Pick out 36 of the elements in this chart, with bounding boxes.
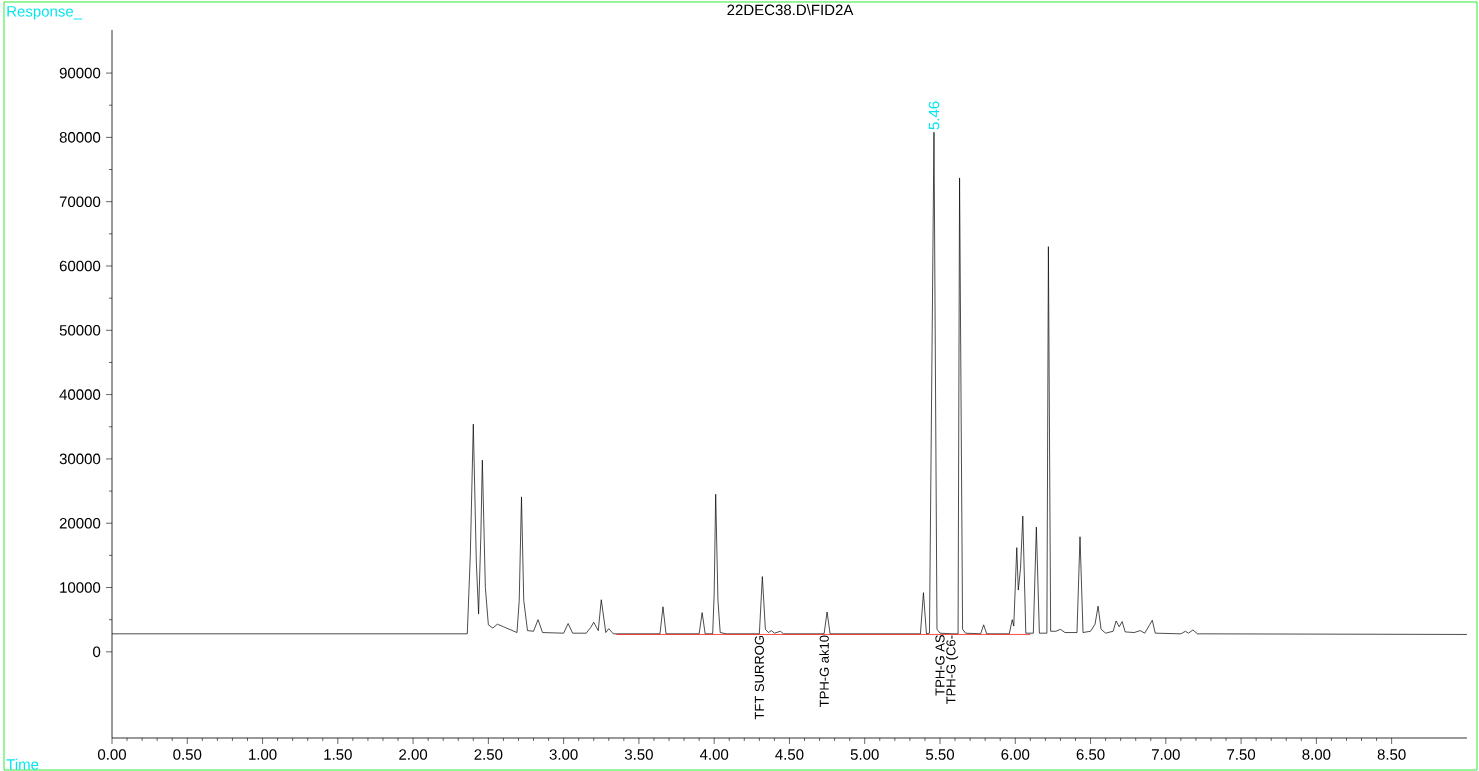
x-tick-label: 8.00 — [1302, 749, 1331, 760]
annotation: TFT SURROG — [754, 636, 764, 720]
annotation: TPH-G (C6- — [945, 635, 959, 705]
x-tick-label: 8.50 — [1377, 749, 1406, 760]
y-tick-label: 80000 — [59, 132, 101, 143]
x-tick-label: 3.50 — [624, 749, 653, 760]
x-tick-label: 2.50 — [474, 749, 503, 760]
y-tick-label: 90000 — [59, 67, 101, 79]
x-tick-label: 7.00 — [1151, 749, 1180, 760]
x-tick-label: 3.00 — [549, 749, 578, 760]
x-tick-label: 5.50 — [926, 749, 954, 760]
chart-title: 22DEC38.D\FID2A — [727, 4, 854, 16]
x-tick-label: 0.00 — [97, 749, 126, 760]
y-tick-label: 50000 — [59, 324, 101, 336]
x-tick-label: 2.00 — [399, 749, 428, 760]
y-axis-title: Response_ — [7, 6, 83, 20]
x-tick-label: 1.50 — [324, 749, 352, 760]
x-tick-label: 1.00 — [249, 749, 277, 760]
y-tick-label: 70000 — [59, 196, 101, 207]
x-tick-label: 4.50 — [775, 749, 804, 760]
y-tick-label: 30000 — [59, 453, 101, 465]
x-tick-label: 0.50 — [173, 749, 202, 760]
x-tick-label: 6.00 — [1001, 749, 1030, 760]
y-tick-label: 60000 — [59, 260, 101, 272]
y-tick-label: 10000 — [60, 582, 101, 593]
x-axis-title: Time — [6, 758, 39, 770]
y-tick-label: 0 — [93, 646, 101, 658]
x-tick-label: 4.00 — [699, 749, 729, 760]
x-tick-label: 5.00 — [850, 749, 879, 760]
x-tick-label: 7.50 — [1227, 749, 1256, 760]
annotation: TPH-G AS — [935, 634, 945, 696]
x-tick-label: 6.50 — [1076, 749, 1105, 760]
annotation: 5.46 — [928, 101, 940, 130]
y-tick-label: 40000 — [59, 389, 101, 400]
y-tick-label: 20000 — [59, 517, 101, 529]
annotation: TPH-G ak10 — [819, 635, 829, 707]
